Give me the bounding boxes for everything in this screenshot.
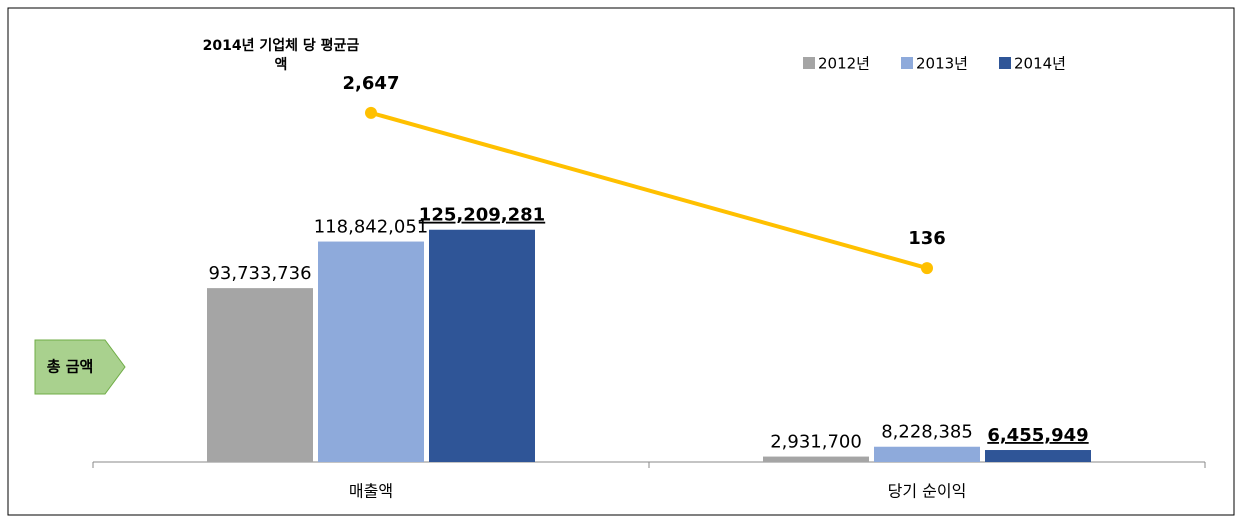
bar [207, 288, 313, 462]
data-label: 118,842,051 [314, 217, 429, 238]
line-label: 2,647 [343, 73, 400, 94]
legend-label: 2014년 [1014, 55, 1066, 73]
data-label: 93,733,736 [208, 263, 311, 284]
line-label: 136 [908, 228, 946, 249]
data-label: 8,228,385 [881, 422, 973, 443]
legend-swatch [999, 57, 1011, 69]
bar [985, 450, 1091, 462]
line-point [921, 262, 933, 275]
bar [874, 446, 980, 462]
chart-border [7, 7, 1235, 516]
legend-label: 2013년 [916, 55, 968, 73]
line-point [365, 106, 377, 119]
legend-swatch [803, 57, 815, 69]
data-label: 6,455,949 [987, 425, 1088, 446]
x-tick-label: 당기 순이익 [888, 482, 967, 501]
x-tick-label: 매출액 [349, 482, 393, 501]
annotation-badge [34, 339, 126, 395]
bar [318, 241, 424, 462]
line-series-name: 2014년 기업체 당 평균금액 [202, 38, 360, 73]
annotation: 총 금액 [47, 358, 94, 376]
bar [763, 456, 869, 462]
line [370, 110, 928, 271]
data-label: 125,209,281 [419, 205, 545, 226]
legend-label: 2012년 [818, 55, 870, 73]
legend-swatch [901, 57, 913, 69]
data-label: 2,931,700 [770, 432, 862, 453]
bar [429, 229, 535, 462]
